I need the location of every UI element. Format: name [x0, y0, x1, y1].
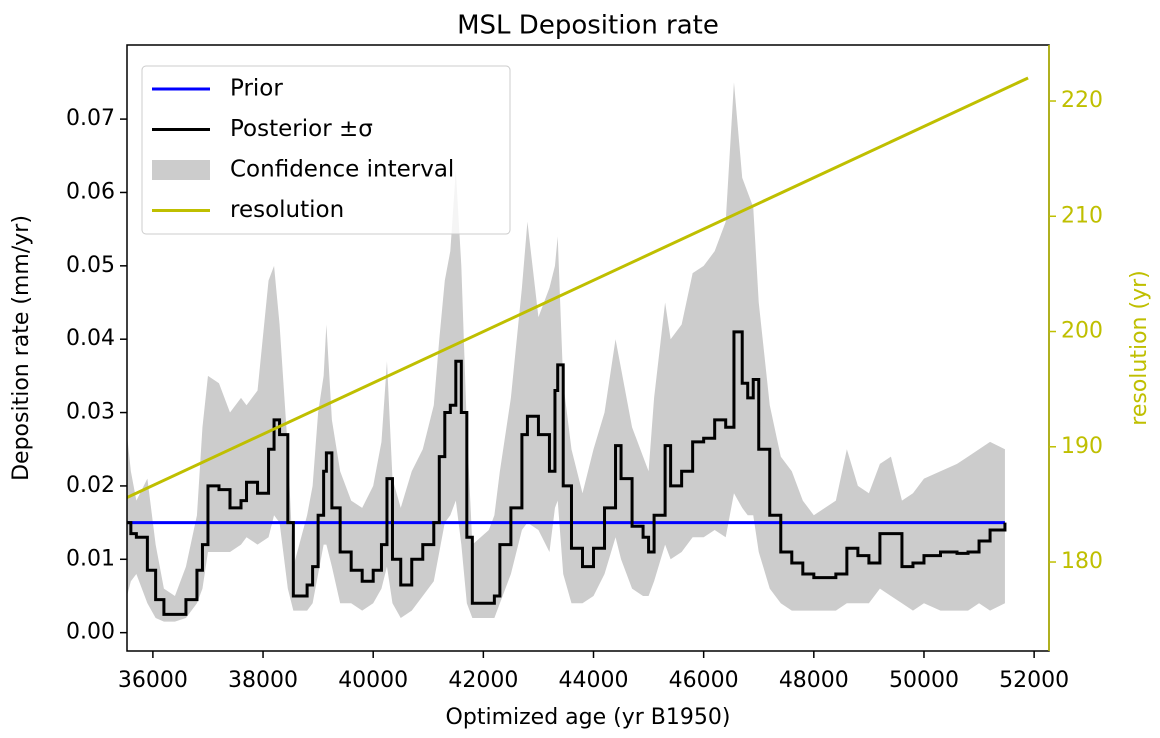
legend-box — [141, 65, 511, 235]
x-tick-label: 44000 — [559, 668, 629, 693]
legend-label: Posterior ±σ — [230, 116, 373, 142]
legend-label: resolution — [230, 197, 344, 223]
y-tick-label: 0.03 — [66, 400, 115, 425]
series-line — [127, 330, 1007, 616]
confidence-band — [127, 82, 1005, 622]
y-tick-label: 0.07 — [66, 106, 115, 131]
x-tick-label: 38000 — [228, 668, 298, 693]
legend-label: Prior — [230, 76, 283, 102]
y2-tick-label: 180 — [1061, 549, 1103, 574]
x-tick-label: 40000 — [338, 668, 408, 693]
legend-swatch — [152, 160, 210, 180]
x-tick-label: 48000 — [779, 668, 849, 693]
y-tick-label: 0.05 — [66, 253, 115, 278]
y2-tick-label: 210 — [1061, 203, 1103, 228]
y-tick-label: 0.04 — [66, 326, 115, 351]
legend-label: Confidence interval — [230, 157, 454, 183]
y-tick-label: 0.02 — [66, 473, 115, 498]
y-axis-label: Deposition rate (mm/yr) — [9, 215, 34, 481]
y2-tick-label: 220 — [1061, 88, 1103, 113]
x-tick-label: 52000 — [999, 668, 1069, 693]
plot-area — [127, 76, 1029, 622]
y2-axis-label: resolution (yr) — [1127, 270, 1152, 425]
x-axis-label: Optimized age (yr B1950) — [446, 705, 731, 730]
y2-tick-label: 190 — [1061, 434, 1103, 459]
x-tick-label: 50000 — [889, 668, 959, 693]
y2-tick-label: 200 — [1061, 319, 1103, 344]
x-tick-label: 42000 — [448, 668, 518, 693]
series-line — [127, 76, 1029, 499]
y-tick-label: 0.01 — [66, 546, 115, 571]
x-tick-label: 36000 — [118, 668, 188, 693]
chart-title: MSL Deposition rate — [457, 11, 719, 41]
y-tick-label: 0.00 — [66, 620, 115, 645]
y-tick-label: 0.06 — [66, 179, 115, 204]
x-tick-label: 46000 — [669, 668, 739, 693]
